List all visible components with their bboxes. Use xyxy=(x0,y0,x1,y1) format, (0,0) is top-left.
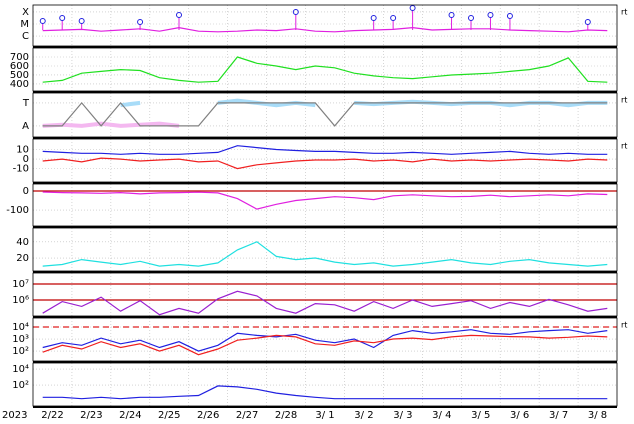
y-tick-label: 0 xyxy=(23,154,29,165)
flare-marker xyxy=(584,18,591,25)
series-line xyxy=(43,124,549,126)
series-line xyxy=(42,26,608,33)
flare-marker xyxy=(370,14,377,21)
x-tick-label: 2/26 xyxy=(197,410,219,421)
series-line xyxy=(42,56,608,83)
flare-marker xyxy=(137,18,144,25)
series-line xyxy=(42,385,608,400)
flare-marker xyxy=(176,11,182,18)
y-tick-label: 400 xyxy=(10,79,29,90)
x-tick-label: 2/22 xyxy=(41,410,63,421)
corner-label: rt xyxy=(621,142,627,151)
panel-frame xyxy=(32,183,618,227)
y-tick-label: C xyxy=(22,31,29,42)
x-tick-label: 3/ 8 xyxy=(588,410,607,421)
flare-marker xyxy=(292,8,299,15)
x-tick-label: 3/ 7 xyxy=(549,410,568,421)
x-tick-label: 2/25 xyxy=(158,410,180,421)
y-tick-label: 700 xyxy=(10,52,29,63)
corner-label: rt xyxy=(621,96,627,105)
y-tick-label: 10⁴ xyxy=(12,322,29,333)
x-tick-label: 2/24 xyxy=(119,410,141,421)
y-tick-label: 10³ xyxy=(12,334,29,345)
y-tick-label: A xyxy=(22,121,29,132)
y-tick-label: 0 xyxy=(23,186,29,197)
flare-marker xyxy=(59,14,66,21)
series-line xyxy=(42,329,608,352)
x-tick-label: 2/28 xyxy=(275,410,297,421)
x-tick-label: 2/23 xyxy=(80,410,102,421)
flare-marker xyxy=(506,12,513,19)
series-line xyxy=(42,290,608,316)
series-line xyxy=(42,101,608,127)
y-tick-label: -100 xyxy=(6,205,29,216)
y-tick-label: 10² xyxy=(12,380,29,391)
series-line xyxy=(42,191,608,210)
y-tick-label: 500 xyxy=(10,70,29,81)
panel-frame xyxy=(32,317,618,362)
y-tick-label: M xyxy=(20,19,29,30)
flare-marker xyxy=(409,5,416,12)
y-tick-label: 10⁷ xyxy=(12,279,29,290)
flare-marker xyxy=(487,11,494,18)
series-line xyxy=(42,334,608,356)
year-label: 2023 xyxy=(2,410,27,421)
flare-marker xyxy=(468,14,474,21)
x-tick-label: 3/ 6 xyxy=(510,410,529,421)
x-tick-label: 3/ 3 xyxy=(393,410,412,421)
y-tick-label: X xyxy=(22,7,29,18)
y-tick-label: T xyxy=(22,98,30,109)
y-tick-label: 10² xyxy=(12,346,29,357)
corner-label: rt xyxy=(621,8,627,17)
corner-label: rt xyxy=(621,321,627,330)
flare-marker xyxy=(39,17,46,24)
y-tick-label: 600 xyxy=(10,61,29,72)
y-tick-label: 10⁶ xyxy=(12,295,29,306)
panel-frame xyxy=(32,362,618,407)
flare-marker xyxy=(390,14,397,21)
panel-frame xyxy=(32,4,618,47)
series-line xyxy=(42,145,608,155)
x-tick-label: 3/ 2 xyxy=(354,410,373,421)
x-tick-label: 3/ 5 xyxy=(471,410,490,421)
x-tick-label: 2/27 xyxy=(236,410,258,421)
series-line xyxy=(42,241,608,267)
y-tick-label: 10⁴ xyxy=(12,364,29,375)
flare-marker xyxy=(448,11,455,18)
y-tick-label: 40 xyxy=(16,237,29,248)
y-tick-label: 20 xyxy=(16,253,29,264)
flare-marker xyxy=(78,17,85,24)
x-tick-label: 3/ 4 xyxy=(432,410,451,421)
y-tick-label: -10 xyxy=(13,164,29,175)
panel-frame xyxy=(32,272,618,317)
series-line xyxy=(42,157,608,170)
x-tick-label: 3/ 1 xyxy=(315,410,334,421)
y-tick-label: 10 xyxy=(16,145,29,156)
